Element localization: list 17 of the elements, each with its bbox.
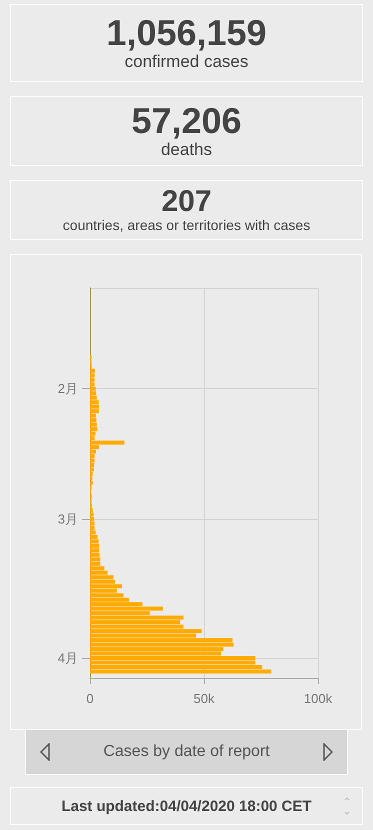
x-tick-label: 50k (194, 691, 215, 706)
bar (90, 382, 95, 386)
text: deaths (160, 140, 212, 160)
x-tick-label: 100k (304, 691, 333, 706)
y-tick-label: 4月 (58, 650, 78, 666)
bar (90, 386, 96, 391)
y-tick-label: 3月 (58, 511, 78, 526)
text: 207 (161, 184, 212, 218)
text: countries, areas or territories with cases (62, 217, 310, 234)
bar (90, 575, 114, 580)
text: 1,056,159 (106, 12, 267, 53)
x-tick-label: 0 (86, 691, 94, 706)
y-tick-label: 2月 (58, 381, 78, 396)
text: Last updated:04/04/2020 18:00 CET (61, 798, 312, 814)
text: confirmed cases (124, 52, 248, 72)
text: 57,206 (131, 100, 242, 141)
text: Cases by date of report (103, 743, 270, 761)
